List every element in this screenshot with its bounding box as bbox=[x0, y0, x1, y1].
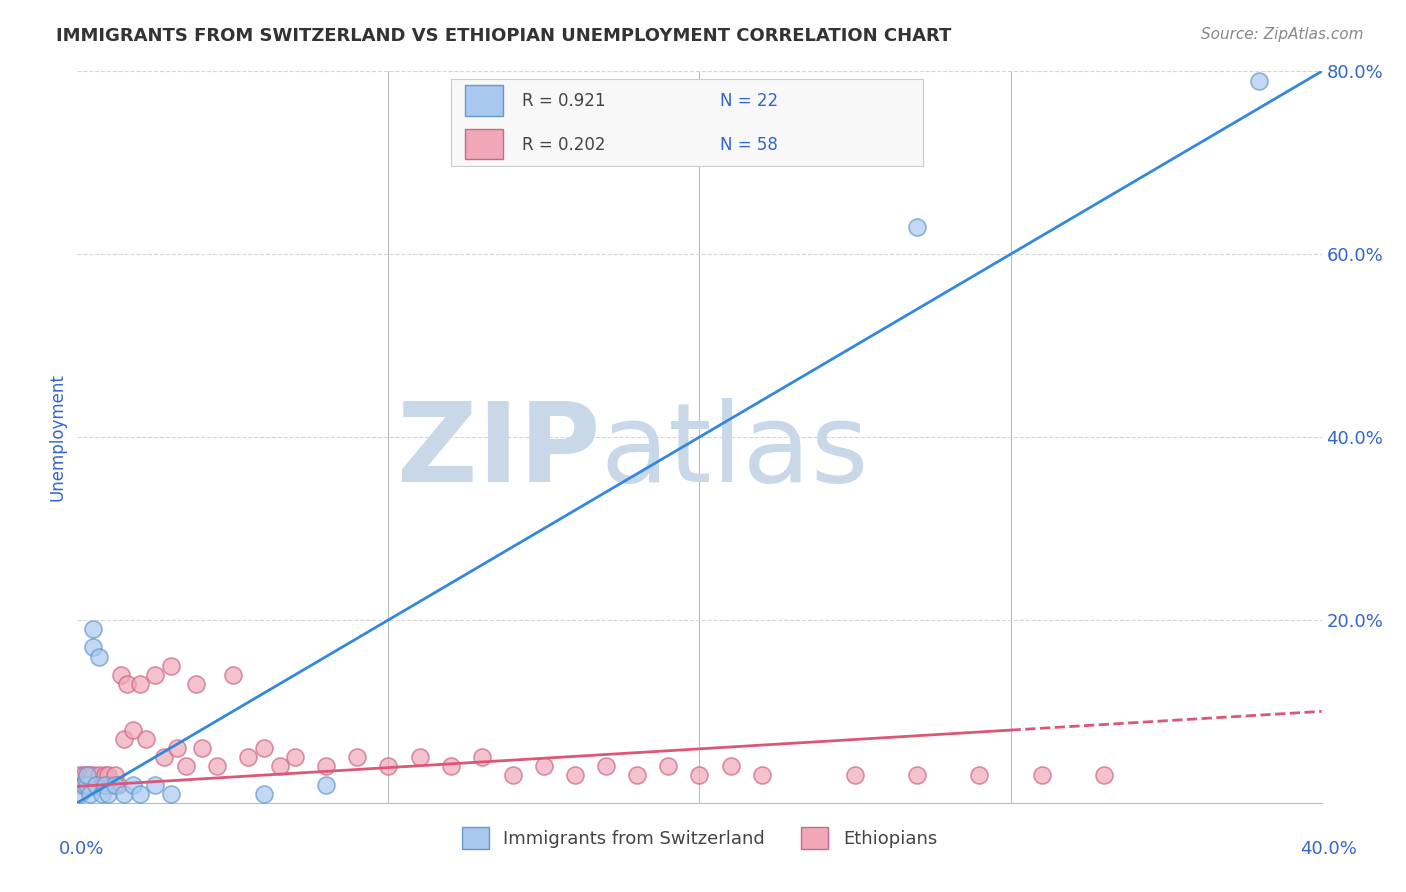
Point bbox=[689, 768, 711, 782]
Point bbox=[135, 731, 157, 746]
Point bbox=[408, 750, 430, 764]
Point bbox=[1031, 768, 1053, 782]
Point bbox=[595, 759, 617, 773]
Text: 40.0%: 40.0% bbox=[1301, 840, 1357, 858]
Point bbox=[79, 768, 101, 782]
Point bbox=[84, 778, 107, 792]
Point bbox=[377, 759, 399, 773]
Text: Source: ZipAtlas.com: Source: ZipAtlas.com bbox=[1201, 27, 1364, 42]
Point bbox=[564, 768, 586, 782]
Point bbox=[76, 778, 98, 792]
Point bbox=[91, 787, 114, 801]
Point bbox=[238, 750, 260, 764]
Point bbox=[502, 768, 524, 782]
Point bbox=[207, 759, 229, 773]
Legend: Immigrants from Switzerland, Ethiopians: Immigrants from Switzerland, Ethiopians bbox=[454, 820, 945, 856]
Point bbox=[143, 667, 166, 681]
Point bbox=[72, 778, 94, 792]
Point bbox=[184, 677, 207, 691]
Point bbox=[533, 759, 555, 773]
Point bbox=[104, 768, 127, 782]
Point bbox=[110, 667, 132, 681]
Point bbox=[97, 787, 120, 801]
Point bbox=[222, 667, 245, 681]
Point bbox=[72, 778, 94, 792]
Point bbox=[82, 768, 104, 782]
Point bbox=[97, 768, 120, 782]
Point bbox=[253, 787, 276, 801]
Point bbox=[969, 768, 991, 782]
Point bbox=[84, 778, 107, 792]
Point bbox=[751, 768, 773, 782]
Point bbox=[122, 723, 145, 737]
Point bbox=[82, 622, 104, 636]
Point bbox=[346, 750, 368, 764]
Point bbox=[69, 768, 91, 782]
Point bbox=[97, 778, 120, 792]
Point bbox=[79, 787, 101, 801]
Point bbox=[1092, 768, 1115, 782]
Point bbox=[69, 787, 91, 801]
Point bbox=[905, 219, 928, 234]
Point bbox=[159, 787, 181, 801]
Point bbox=[82, 640, 104, 655]
Point bbox=[315, 759, 337, 773]
Y-axis label: Unemployment: Unemployment bbox=[48, 373, 66, 501]
Point bbox=[128, 677, 150, 691]
Point bbox=[100, 778, 122, 792]
Point bbox=[190, 740, 214, 755]
Point bbox=[143, 778, 166, 792]
Point bbox=[87, 768, 110, 782]
Point bbox=[439, 759, 461, 773]
Point bbox=[315, 778, 337, 792]
Point bbox=[107, 778, 129, 792]
Point bbox=[153, 750, 176, 764]
Point bbox=[284, 750, 307, 764]
Point bbox=[657, 759, 679, 773]
Point bbox=[76, 768, 98, 782]
Point bbox=[72, 768, 94, 782]
Text: atlas: atlas bbox=[600, 398, 869, 505]
Point bbox=[471, 750, 494, 764]
Point bbox=[91, 778, 114, 792]
Point bbox=[69, 778, 91, 792]
Point bbox=[128, 787, 150, 801]
Point bbox=[269, 759, 291, 773]
Point bbox=[76, 768, 98, 782]
Point bbox=[104, 778, 127, 792]
Point bbox=[76, 778, 98, 792]
Point bbox=[87, 649, 110, 664]
Text: 0.0%: 0.0% bbox=[59, 840, 104, 858]
Point bbox=[720, 759, 742, 773]
Text: IMMIGRANTS FROM SWITZERLAND VS ETHIOPIAN UNEMPLOYMENT CORRELATION CHART: IMMIGRANTS FROM SWITZERLAND VS ETHIOPIAN… bbox=[56, 27, 952, 45]
Point bbox=[112, 731, 135, 746]
Text: ZIP: ZIP bbox=[396, 398, 600, 505]
Point bbox=[159, 658, 181, 673]
Point bbox=[253, 740, 276, 755]
Point bbox=[115, 677, 138, 691]
Point bbox=[94, 778, 117, 792]
Point bbox=[905, 768, 928, 782]
Point bbox=[79, 778, 101, 792]
Point bbox=[112, 787, 135, 801]
Point bbox=[122, 778, 145, 792]
Point bbox=[82, 778, 104, 792]
Point bbox=[844, 768, 866, 782]
Point bbox=[626, 768, 648, 782]
Point bbox=[166, 740, 188, 755]
Point bbox=[1249, 73, 1271, 87]
Point bbox=[94, 768, 117, 782]
Point bbox=[174, 759, 197, 773]
